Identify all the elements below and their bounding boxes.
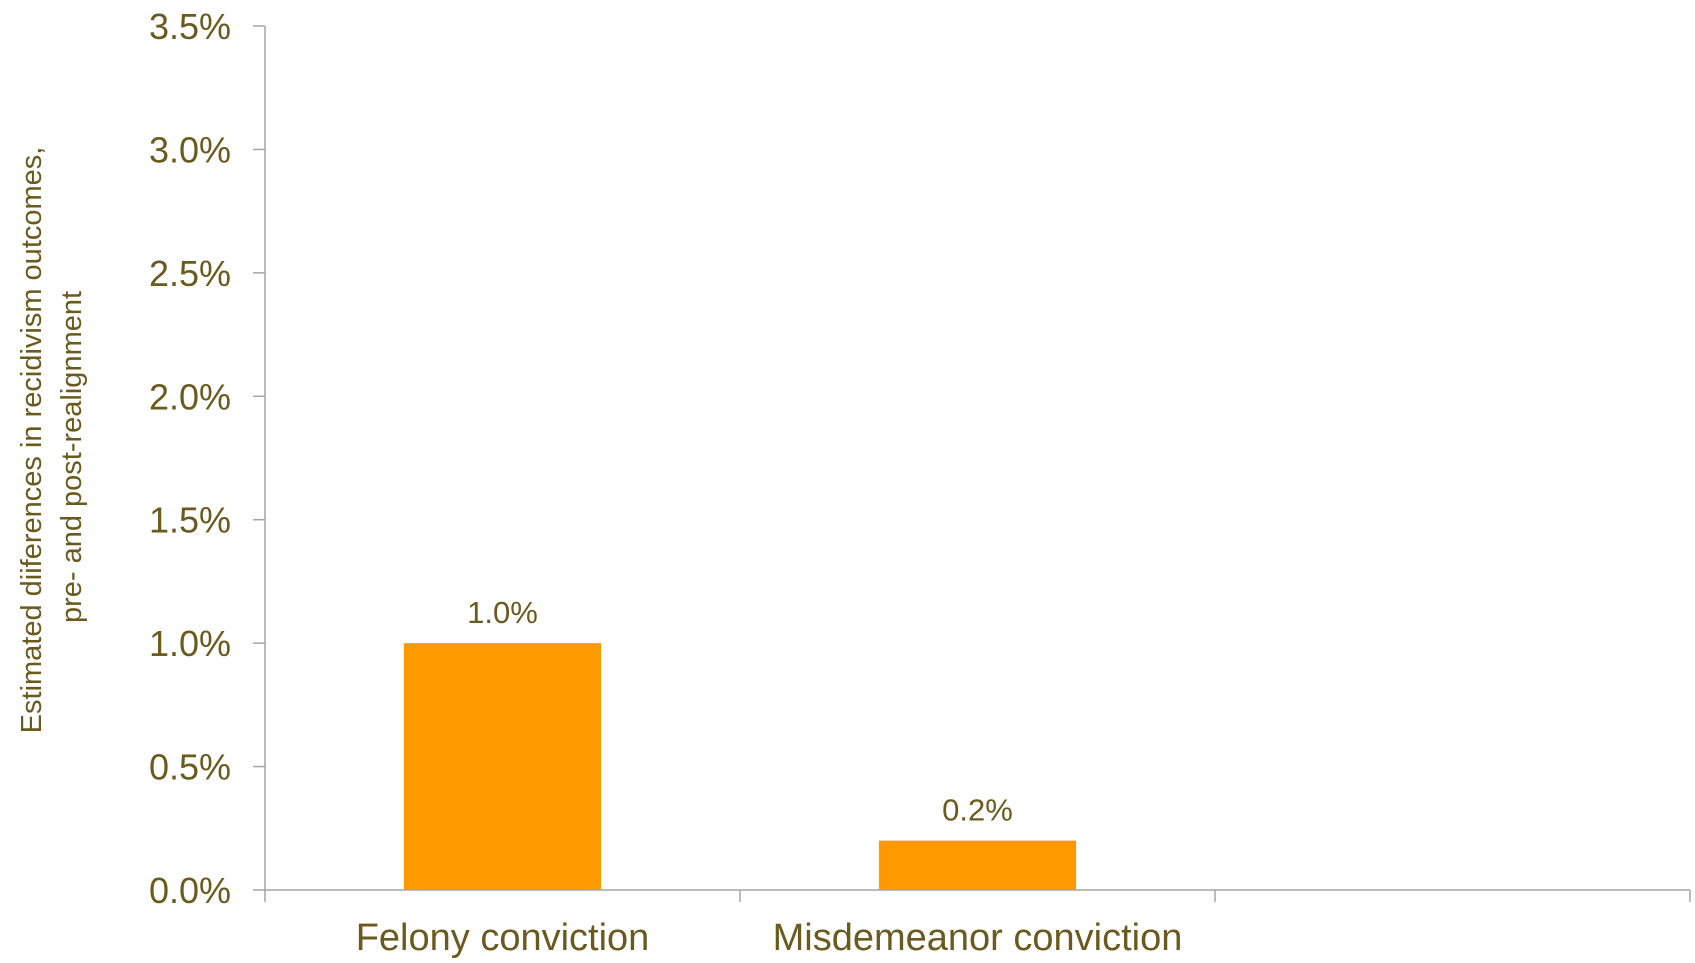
- x-axis-ticks: [264, 890, 1691, 902]
- y-axis-title: Estimated diiferences in recidivism outc…: [16, 147, 88, 734]
- x-category-label: Felony conviction: [356, 917, 650, 959]
- y-axis-title-line-2: pre- and post-realignment: [56, 291, 88, 623]
- y-tick-label: 1.0%: [149, 623, 231, 664]
- category-labels: Felony conviction Misdemeanor conviction: [356, 917, 1183, 959]
- y-tick-label: 0.0%: [149, 870, 231, 911]
- bar: [878, 840, 1077, 890]
- x-category-label: Misdemeanor conviction: [773, 917, 1183, 959]
- y-tick-label: 2.5%: [149, 253, 231, 294]
- y-tick-label: 2.0%: [149, 376, 231, 417]
- y-tick-label: 1.5%: [149, 500, 231, 541]
- bar: [403, 643, 602, 890]
- bar-value-label: 0.2%: [942, 793, 1013, 828]
- bar-value-label: 1.0%: [467, 595, 538, 630]
- data-labels: 1.0% 0.2%: [467, 595, 1013, 827]
- bars: [403, 643, 1077, 890]
- y-tick-label: 0.5%: [149, 747, 231, 788]
- y-tick-label: 3.5%: [149, 6, 231, 47]
- y-axis-ticks: 0.0% 0.5% 1.0% 1.5% 2.0% 2.5% 3.0% 3.5%: [149, 6, 265, 911]
- y-tick-label: 3.0%: [149, 129, 231, 170]
- y-axis-title-line-1: Estimated diiferences in recidivism outc…: [16, 147, 48, 734]
